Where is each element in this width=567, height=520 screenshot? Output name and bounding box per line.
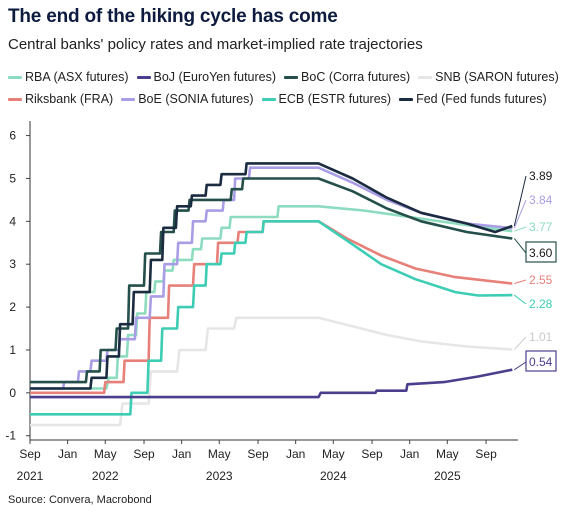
legend-label: BoE (SONIA futures) <box>138 92 254 106</box>
x-tick-label: Jan <box>286 447 305 461</box>
legend-swatch <box>418 75 433 79</box>
series-line-7 <box>30 368 513 399</box>
legend-row: Riksbank (FRA) BoE (SONIA futures) ECB (… <box>8 88 563 110</box>
label-leader <box>514 226 527 232</box>
y-tick-label: 6 <box>9 129 16 143</box>
legend-item-fed: Fed (Fed funds futures) <box>399 92 547 106</box>
legend-label: ECB (ESTR futures) <box>278 92 392 106</box>
legend-swatch <box>8 97 22 101</box>
y-tick-label: 4 <box>9 214 16 228</box>
legend-swatch <box>121 97 136 101</box>
legend-swatch <box>8 75 22 79</box>
x-tick-label: Jan <box>172 447 191 461</box>
x-tick-label: May <box>322 447 345 461</box>
legend-item-snb: SNB (SARON futures) <box>418 70 559 84</box>
x-year-label: 2021 <box>17 469 44 483</box>
y-tick-label: 1 <box>9 343 16 357</box>
x-tick-label: Sep <box>361 447 383 461</box>
legend-label: Riksbank (FRA) <box>25 92 114 106</box>
series-line-0 <box>30 316 513 427</box>
y-tick-label: 0 <box>9 386 16 400</box>
chart-title: The end of the hiking cycle has come <box>8 6 338 27</box>
label-leader <box>514 279 527 284</box>
x-tick-label: Sep <box>475 447 497 461</box>
chart-legend: RBA (ASX futures) BoJ (EuroYen futures) … <box>8 66 563 110</box>
x-year-label: 2023 <box>206 469 233 483</box>
legend-item-boe: BoE (SONIA futures) <box>121 92 254 106</box>
series-line-6 <box>30 162 513 390</box>
series-line-4 <box>30 166 513 390</box>
legend-item-ecb: ECB (ESTR futures) <box>261 92 392 106</box>
legend-label: Fed (Fed funds futures) <box>416 92 547 106</box>
chart-subtitle: Central banks' policy rates and market-i… <box>8 36 423 53</box>
end-value-label: 1.01 <box>529 330 553 344</box>
x-tick-label: May <box>436 447 459 461</box>
label-leader <box>513 199 527 229</box>
legend-item-boj: BoJ (EuroYen futures) <box>136 70 277 84</box>
end-value-label: 3.89 <box>529 169 553 183</box>
label-box <box>525 241 557 263</box>
legend-swatch <box>136 75 151 79</box>
x-tick-label: Sep <box>19 447 41 461</box>
legend-row: RBA (ASX futures) BoJ (EuroYen futures) … <box>8 66 563 88</box>
chart-source: Source: Convera, Macrobond <box>8 494 152 506</box>
legend-swatch <box>399 97 414 101</box>
x-tick-label: Sep <box>133 447 155 461</box>
end-value-label: 2.28 <box>529 297 553 311</box>
y-tick-label: -1 <box>5 429 16 443</box>
legend-item-boc: BoC (Corra futures) <box>284 70 410 84</box>
label-leader <box>513 175 527 227</box>
legend-swatch <box>261 97 276 101</box>
legend-label: BoC (Corra futures) <box>301 70 411 84</box>
legend-label: RBA (ASX futures) <box>25 70 129 84</box>
label-leader <box>513 238 527 254</box>
x-year-label: 2024 <box>320 469 347 483</box>
x-year-label: 2022 <box>92 469 119 483</box>
x-year-label: 2025 <box>434 469 461 483</box>
end-value-label: 3.77 <box>529 220 553 234</box>
x-tick-label: Sep <box>247 447 269 461</box>
label-leader <box>513 294 527 305</box>
label-box <box>525 350 557 372</box>
legend-label: BoJ (EuroYen futures) <box>153 70 277 84</box>
y-tick-label: 5 <box>9 171 16 185</box>
series-line-5 <box>30 177 513 384</box>
x-tick-label: May <box>94 447 117 461</box>
label-leader <box>513 336 527 350</box>
x-tick-label: Jan <box>400 447 419 461</box>
end-value-label: 3.60 <box>529 246 553 260</box>
legend-item-rba: RBA (ASX futures) <box>8 70 129 84</box>
legend-swatch <box>284 75 299 79</box>
series-line-2 <box>30 220 513 395</box>
y-tick-label: 2 <box>9 300 16 314</box>
x-tick-label: Jan <box>58 447 77 461</box>
end-value-label: 2.55 <box>529 273 553 287</box>
end-value-label: 0.54 <box>529 355 553 369</box>
series-line-3 <box>30 220 513 416</box>
label-leader <box>514 361 527 371</box>
legend-label: SNB (SARON futures) <box>435 70 559 84</box>
legend-item-riksbank: Riksbank (FRA) <box>8 92 113 106</box>
y-tick-label: 3 <box>9 257 16 271</box>
end-value-label: 3.84 <box>529 193 553 207</box>
x-tick-label: May <box>208 447 231 461</box>
